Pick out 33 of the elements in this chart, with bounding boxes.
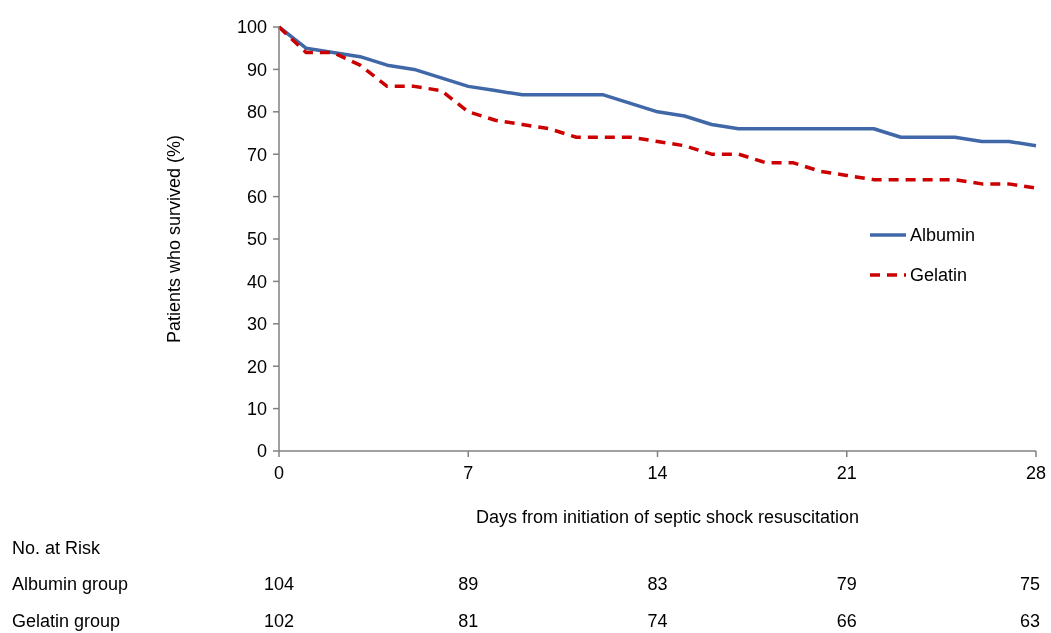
legend-label: Albumin: [910, 225, 976, 246]
text: 83: [647, 574, 668, 594]
text: 102: [263, 611, 295, 631]
text: No. at Risk: [12, 538, 102, 558]
x-axis-title: Days from initiation of septic shock resuscitation: [475, 507, 860, 527]
text: 79: [836, 574, 857, 594]
x-tick-label: 28: [1025, 463, 1047, 483]
x-tick-label: 21: [836, 463, 857, 483]
text: 81: [458, 611, 479, 631]
y-axis-title: Patients who survived (%): [164, 134, 184, 344]
x-tick-label: 7: [463, 463, 474, 483]
y-tick-label: 60: [246, 186, 267, 207]
y-tick-label: 40: [246, 271, 267, 292]
x-tick-label: 0: [273, 463, 285, 483]
text: 66: [836, 611, 857, 631]
y-tick-label: 80: [246, 102, 267, 123]
text: 63: [1019, 611, 1041, 631]
text: 74: [647, 611, 668, 631]
text: Gelatin group: [12, 611, 121, 631]
y-tick-label: 70: [246, 144, 267, 165]
x-tick-label: 14: [647, 463, 668, 483]
y-tick-label: 20: [246, 356, 267, 377]
text: 89: [458, 574, 479, 594]
y-tick-label: 90: [246, 59, 267, 80]
y-tick-label: 50: [246, 229, 267, 250]
text: 104: [263, 574, 295, 594]
text: 75: [1019, 574, 1041, 594]
y-tick-label: 0: [256, 441, 267, 462]
text: Albumin group: [12, 574, 129, 594]
y-tick-label: 100: [236, 17, 267, 38]
y-tick-label: 30: [246, 314, 267, 335]
legend-label: Gelatin: [910, 265, 968, 286]
y-tick-label: 10: [246, 398, 267, 419]
